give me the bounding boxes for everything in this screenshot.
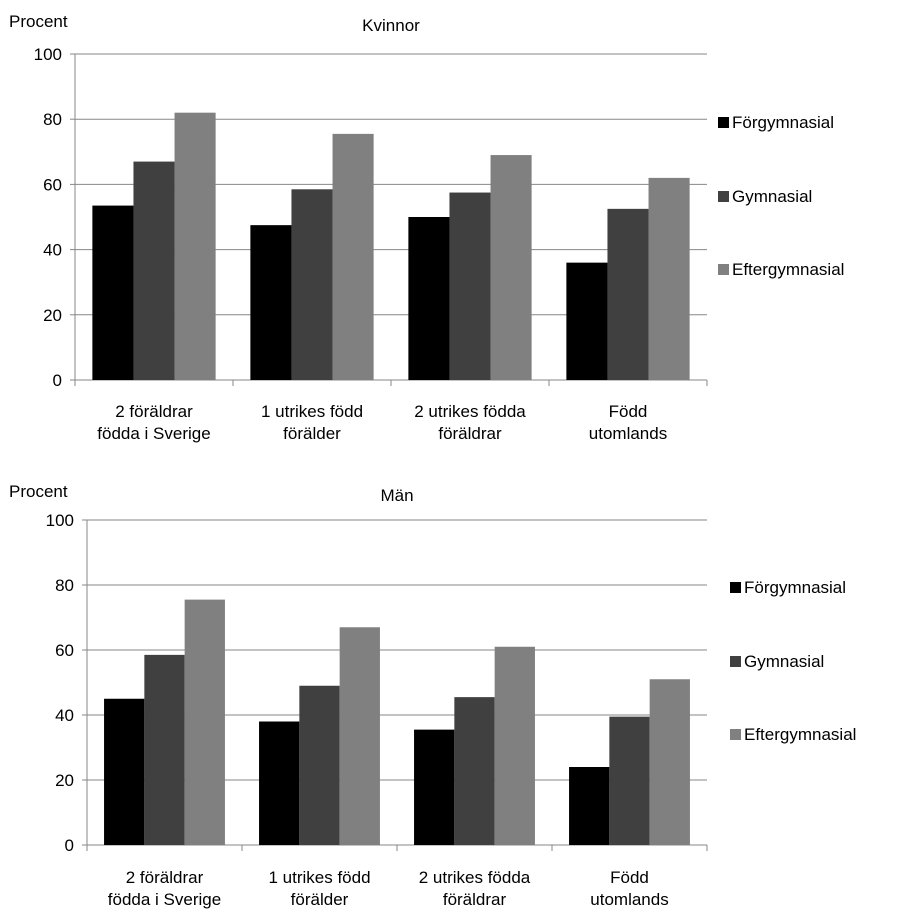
bar-1 [259, 721, 300, 845]
chart-panel-1: Kvinnor Procent 0 20 40 60 80 100 2 föräldrar föd… [9, 12, 844, 443]
y-tick-label: 0 [53, 371, 62, 390]
y-tick-label: 40 [43, 241, 62, 260]
x-tick-label: 2 föräldrar [126, 868, 204, 887]
bar-2 [609, 716, 650, 845]
y-tick-label: 60 [43, 175, 62, 194]
bar-1 [92, 205, 134, 380]
y-tick-label: 60 [55, 641, 74, 660]
x-tick-label: föräldrar [438, 424, 502, 443]
legend-swatch [730, 729, 741, 740]
legend-swatch [718, 264, 729, 275]
bar-2 [449, 192, 491, 380]
legend-label: Gymnasial [732, 187, 812, 206]
x-tick-label: 1 utrikes född [261, 402, 363, 421]
bar-3 [339, 627, 380, 845]
bar-3 [490, 155, 532, 380]
y-tick-label: 20 [43, 306, 62, 325]
chart-panel-2: Män Procent 0 20 40 60 80 100 2 föräldrar födda i… [9, 482, 856, 909]
y-tick-label: 100 [34, 45, 62, 64]
bar-2 [291, 189, 333, 380]
x-tick-label: föräldrar [443, 890, 507, 909]
x-tick-label: utomlands [590, 890, 668, 909]
legend-swatch [718, 117, 729, 128]
bar-3 [174, 112, 216, 381]
bar-3 [649, 679, 690, 845]
bar-1 [566, 262, 608, 380]
bar-2 [607, 208, 649, 380]
bar-1 [414, 729, 455, 845]
legend-label: Förgymnasial [732, 113, 834, 132]
legend-swatch [730, 582, 741, 593]
bar-2 [144, 654, 185, 845]
x-tick-label: Född [610, 868, 649, 887]
x-tick-label: 1 utrikes född [268, 868, 370, 887]
legend-label: Gymnasial [744, 652, 824, 671]
y-tick-label: 80 [43, 110, 62, 129]
legend-label: Eftergymnasial [744, 725, 856, 744]
y-tick-label: 40 [55, 706, 74, 725]
x-tick-label: 2 föräldrar [115, 402, 193, 421]
legend-swatch [718, 191, 729, 202]
bar-3 [184, 599, 225, 845]
legend-swatch [730, 656, 741, 667]
x-tick-label: 2 utrikes födda [419, 868, 531, 887]
bar-1 [569, 767, 610, 845]
bar-3 [332, 133, 374, 380]
legend-label: Förgymnasial [744, 578, 846, 597]
bar-1 [408, 217, 450, 380]
chart-title: Kvinnor [362, 16, 420, 35]
bar-2 [299, 685, 340, 845]
y-axis-label: Procent [9, 482, 68, 501]
y-axis-label: Procent [9, 12, 68, 31]
y-tick-label: 80 [55, 576, 74, 595]
y-tick-label: 100 [46, 511, 74, 530]
x-tick-label: förälder [291, 890, 349, 909]
y-tick-label: 0 [65, 836, 74, 855]
bar-3 [648, 177, 690, 380]
x-tick-label: födda i Sverige [108, 890, 221, 909]
bar-2 [133, 161, 175, 380]
chart-title: Män [380, 486, 413, 505]
bar-1 [104, 698, 145, 845]
x-tick-label: födda i Sverige [97, 424, 210, 443]
x-tick-label: 2 utrikes födda [414, 402, 526, 421]
bar-1 [250, 225, 292, 380]
x-tick-label: förälder [283, 424, 341, 443]
bar-2 [454, 697, 495, 845]
bar-3 [494, 646, 535, 845]
y-tick-label: 20 [55, 771, 74, 790]
legend-label: Eftergymnasial [732, 260, 844, 279]
x-tick-label: Född [609, 402, 648, 421]
x-tick-label: utomlands [589, 424, 667, 443]
